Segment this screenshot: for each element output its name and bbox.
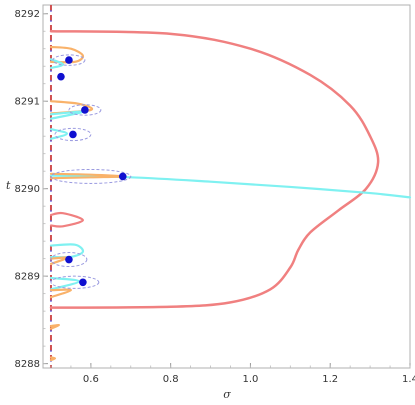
series-curve-4 (49, 58, 65, 70)
series-curve-2 (49, 174, 412, 199)
data-point-1 (57, 72, 65, 81)
dashed-ellipse-3 (50, 168, 132, 184)
y-tick-label-3: 8291 (15, 97, 40, 108)
series-curve-11 (49, 276, 81, 291)
ellipses-layer (50, 54, 132, 289)
x-tick-label-3: 1.2 (322, 374, 338, 385)
data-point-0 (65, 56, 73, 64)
y-tick-label-0: 8288 (15, 359, 40, 370)
data-point-5 (65, 255, 73, 264)
plot-frame (42, 4, 411, 369)
dashed-ellipse-2 (54, 127, 92, 142)
x-tick-label-2: 1.0 (242, 374, 258, 385)
y-axis-label: t (6, 179, 11, 192)
data-point-3 (69, 130, 77, 139)
dashed-ellipse-5 (50, 275, 100, 289)
x-tick-label-1: 0.8 (163, 374, 179, 385)
series-curve-12 (49, 288, 73, 299)
x-tick-label-0: 0.6 (83, 374, 99, 385)
points-layer (57, 56, 127, 287)
series-curve-0 (49, 29, 380, 309)
dashed-ellipse-0 (52, 54, 86, 66)
series-curve-9 (49, 243, 85, 259)
data-point-2 (81, 106, 89, 114)
y-tick-label-2: 8290 (15, 184, 40, 195)
y-tick-label-4: 8292 (15, 9, 40, 20)
y-tick-label-1: 8289 (15, 272, 40, 283)
series-curve-1 (49, 211, 84, 228)
series-curve-14 (49, 356, 57, 362)
data-point-4 (118, 172, 127, 181)
series-curve-13 (49, 323, 61, 330)
series-curve-7 (49, 128, 69, 140)
x-tick-label-4: 1.4 (402, 374, 415, 385)
x-axis: 0.6 0.8 1.0 1.2 1.4 (50, 363, 415, 385)
data-point-6 (79, 278, 87, 287)
dashed-ellipse-4 (50, 252, 88, 268)
curves-layer (49, 5, 412, 368)
dashed-ellipse-1 (68, 104, 102, 116)
x-axis-label: σ (223, 388, 231, 401)
y-axis: 8288 8289 8290 8291 8292 (15, 9, 48, 370)
